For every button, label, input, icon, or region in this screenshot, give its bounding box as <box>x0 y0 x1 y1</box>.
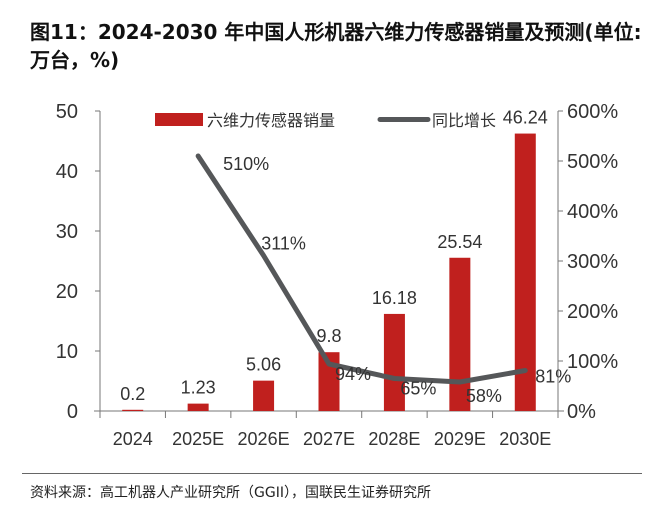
right-tick-label: 500% <box>567 151 618 173</box>
right-tick-label: 100% <box>567 351 618 373</box>
bar-label: 0.2 <box>120 384 145 404</box>
legend-line-label: 同比增长 <box>432 112 496 130</box>
left-tick-label: 30 <box>56 221 78 243</box>
x-tick-label: 2024 <box>113 429 153 449</box>
bar-2024 <box>122 409 144 411</box>
source-note: 资料来源：高工机器人产业研究所（GGII），国联民生证券研究所 <box>30 485 431 501</box>
bar-label: 25.54 <box>437 232 482 252</box>
right-tick-label: 200% <box>567 301 618 323</box>
bar-label: 9.8 <box>316 326 341 346</box>
bar-2026E <box>253 380 275 411</box>
right-tick-label: 600% <box>567 101 618 123</box>
x-tick-label: 2030E <box>499 429 551 449</box>
line-label: 510% <box>223 154 269 174</box>
left-tick-label: 0 <box>67 401 78 423</box>
x-tick-label: 2029E <box>434 429 486 449</box>
line-label: 311% <box>261 234 306 254</box>
chart-title: 图11：2024-2030 年中国人形机器六维力传感器销量及预测(单位:万台，%… <box>30 20 642 72</box>
line-label: 81% <box>535 367 571 387</box>
left-tick-label: 50 <box>56 101 78 123</box>
bar-2029E <box>449 257 471 411</box>
legend-bar-swatch <box>155 113 203 126</box>
left-tick-label: 20 <box>56 281 78 303</box>
line-label: 58% <box>466 386 502 406</box>
bar-2028E <box>383 313 405 411</box>
right-tick-label: 300% <box>567 251 618 273</box>
left-tick-label: 40 <box>56 161 78 183</box>
bar-label: 16.18 <box>372 288 417 308</box>
x-tick-label: 2025E <box>172 429 224 449</box>
bar-2025E <box>187 403 209 411</box>
bar-2030E <box>514 133 536 411</box>
bar-label: 5.06 <box>246 355 281 375</box>
line-label: 65% <box>400 379 436 399</box>
x-tick-label: 2028E <box>368 429 420 449</box>
x-tick-label: 2026E <box>238 429 290 449</box>
bar-label: 1.23 <box>181 378 216 398</box>
line-label: 94% <box>335 364 371 384</box>
right-tick-label: 0% <box>567 401 596 423</box>
divider <box>22 473 642 474</box>
left-tick-label: 10 <box>56 341 78 363</box>
legend-bar-label: 六维力传感器销量 <box>207 112 335 130</box>
bar-label: 46.24 <box>503 108 548 128</box>
growth-line <box>195 153 528 385</box>
right-tick-label: 400% <box>567 201 618 223</box>
x-tick-label: 2027E <box>303 429 355 449</box>
